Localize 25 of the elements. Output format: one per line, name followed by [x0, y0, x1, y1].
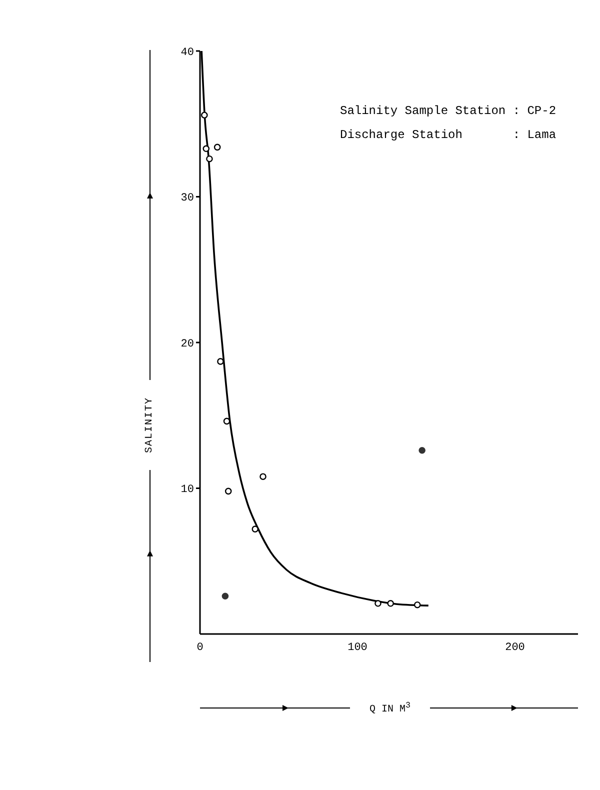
x-tick-label: 200 — [505, 642, 525, 654]
point — [387, 600, 394, 607]
annotation: Salinity Sample Station : CP-2 — [340, 104, 556, 118]
point — [214, 144, 221, 151]
x-tick-label: 0 — [196, 642, 204, 654]
point — [222, 592, 229, 600]
annotation: Discharge Statioh : Lama — [340, 128, 556, 142]
point — [201, 112, 208, 119]
y-tick-label: 20 — [180, 338, 194, 350]
point — [217, 358, 224, 365]
point — [224, 488, 232, 495]
y-tick-label: 30 — [180, 192, 194, 205]
y-axis-title: SALINITY — [144, 392, 156, 458]
point — [374, 600, 382, 607]
point — [414, 601, 421, 608]
point — [252, 526, 259, 532]
point — [260, 473, 266, 480]
x-axis-title: Q IN M$^{3}$ — [365, 700, 415, 716]
point — [202, 145, 210, 152]
point — [418, 446, 426, 454]
x-tick-label: 100 — [348, 642, 368, 654]
y-tick-label: 40 — [180, 46, 194, 59]
point — [206, 155, 213, 162]
y-tick-label: 10 — [180, 484, 194, 496]
point — [223, 418, 230, 425]
